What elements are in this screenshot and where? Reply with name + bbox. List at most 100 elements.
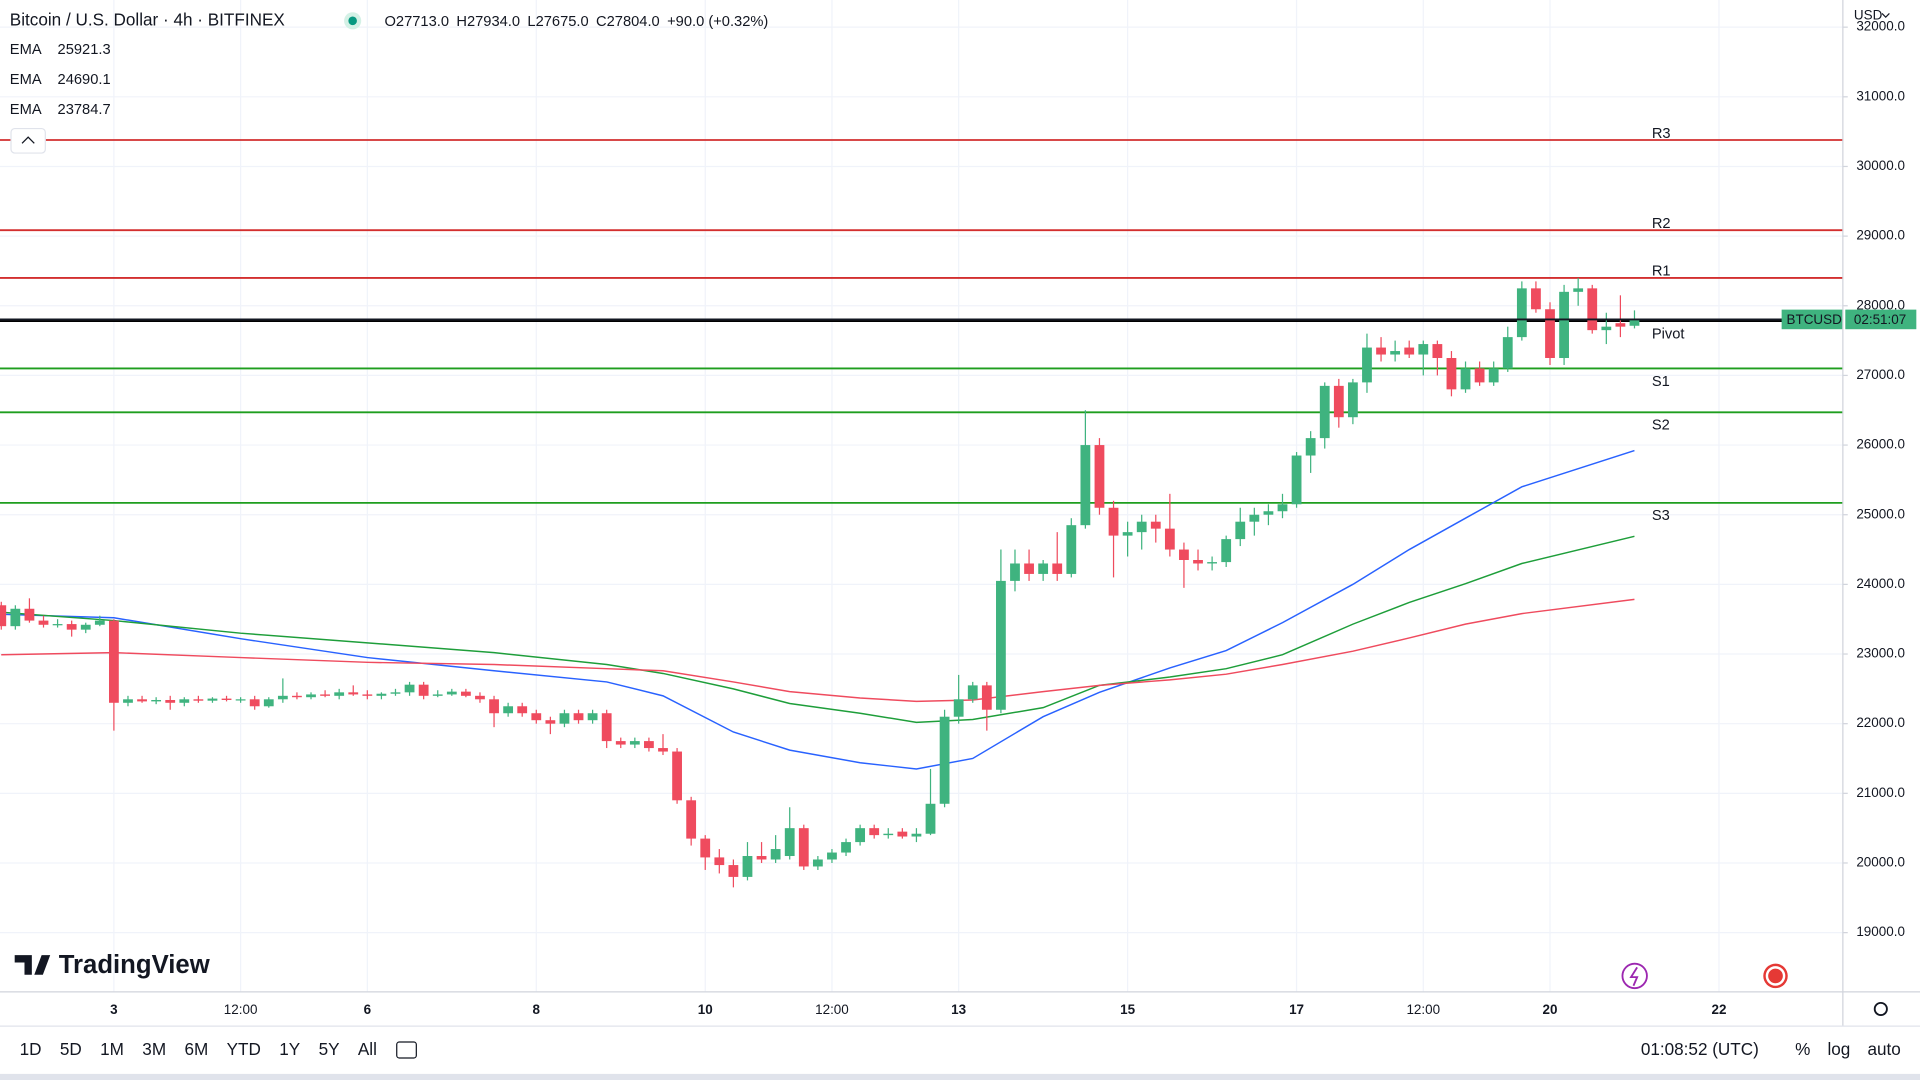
countdown: 02:51:07 [1854,312,1906,327]
candle-body [489,699,499,714]
candle-body [1235,521,1246,540]
ohlc-value: H27934.0 [456,14,520,30]
range-button[interactable]: 3M [142,1039,166,1059]
range-button[interactable]: 5D [60,1039,82,1059]
collapse-button[interactable] [10,127,46,154]
x-tick-label: 22 [1711,1002,1726,1017]
candle-body [798,828,809,867]
candle-body [756,856,767,860]
scale-option[interactable]: % [1795,1039,1810,1059]
x-tick-label: 12:00 [1406,1002,1440,1017]
range-button[interactable]: 1M [100,1039,124,1059]
candle-body [348,692,359,695]
candle-body [1164,528,1175,550]
candle-body [221,698,232,700]
candle-body [52,624,63,626]
candle-body [1573,288,1584,292]
candle-body [1150,521,1161,529]
candle-body [672,751,682,801]
date-range-icon[interactable] [396,1041,417,1059]
candle-body [1080,445,1091,526]
range-button[interactable]: 6M [184,1039,208,1059]
candle-body [94,620,105,625]
y-tick-label: 20000.0 [1856,855,1905,870]
candle-body [249,699,260,707]
candle-body [559,713,570,724]
scale-option[interactable]: auto [1867,1039,1900,1059]
range-button[interactable]: 1Y [279,1039,301,1059]
candle-body [686,800,697,839]
range-button[interactable]: 1D [20,1039,42,1059]
candle-body [404,684,415,693]
footer-strip [0,1073,1920,1080]
range-button[interactable]: YTD [227,1039,261,1059]
scale-option[interactable]: log [1827,1039,1850,1059]
candle-body [841,842,851,853]
price-tag-bg [1781,309,1843,330]
logo: TradingView [14,951,211,979]
y-tick-label: 23000.0 [1856,646,1905,661]
currency[interactable]: USD [1854,7,1883,22]
candle-body [109,620,119,703]
ema-value: 23784.7 [58,102,111,118]
candle-body [1249,514,1260,522]
candle-body [1587,288,1598,331]
candle-body [1108,507,1119,536]
x-tick-label: 20 [1543,1002,1558,1017]
flag-stripe [1765,966,1786,986]
candle-body [996,580,1006,710]
candle-body [629,741,640,745]
y-tick-label: 30000.0 [1856,158,1905,173]
y-tick-label: 32000.0 [1856,19,1905,34]
candle-body [376,693,387,696]
logo-icon [14,955,51,975]
candle-body [390,692,401,694]
price-tag: BTCUSD [1787,312,1843,327]
candle-body [235,699,246,701]
candle-body [615,741,626,745]
candle-body [1038,563,1049,574]
range-button[interactable]: 5Y [319,1039,341,1059]
logo-text: TradingView [59,951,211,979]
candle-body [1094,445,1105,508]
candle-body [1545,309,1555,359]
settings-icon[interactable] [1873,1001,1888,1017]
candle-body [1376,347,1386,355]
candle-body [165,699,176,703]
overlay: BTCUSD 02:51:07 [0,309,1917,330]
x-tick-label: 15 [1120,1002,1135,1017]
ohlc-value: O27713.0 [384,14,449,30]
candle-body [1629,319,1640,326]
range-button[interactable]: All [358,1039,377,1059]
candle-body [728,865,739,877]
candle-body [742,856,753,877]
utc-clock[interactable]: 01:08:52 (UTC) [1641,1039,1759,1059]
level-label: R1 [1652,264,1671,280]
ohlc-value: L27675.0 [527,14,588,30]
candle-body [925,803,936,834]
candle-body [503,706,514,714]
candle-body [66,624,77,630]
candle-body [545,720,556,724]
ema-value: 24690.1 [58,72,111,88]
events-icon[interactable] [1621,962,1648,990]
candle-body [432,694,443,696]
level-label: S2 [1652,418,1670,434]
candle-body [1052,563,1063,574]
y-tick-label: 24000.0 [1856,576,1905,591]
ohlc-value: C27804.0 [596,14,660,30]
candle-body [517,706,528,714]
ohlc-value: +90.0 (+0.32%) [667,14,768,30]
candle-body [1432,344,1443,359]
candles [0,277,1640,888]
candle-body [587,713,598,721]
candle-body [123,699,133,703]
candle-body [460,691,471,696]
x-tick-label: 6 [364,1002,371,1017]
candle-body [1460,368,1471,390]
candle-body [1193,559,1203,564]
ema-value: 25921.3 [58,42,111,58]
candle-body [812,859,823,867]
symbol-title: Bitcoin / U.S. Dollar · 4h · BITFINEX [10,9,286,29]
